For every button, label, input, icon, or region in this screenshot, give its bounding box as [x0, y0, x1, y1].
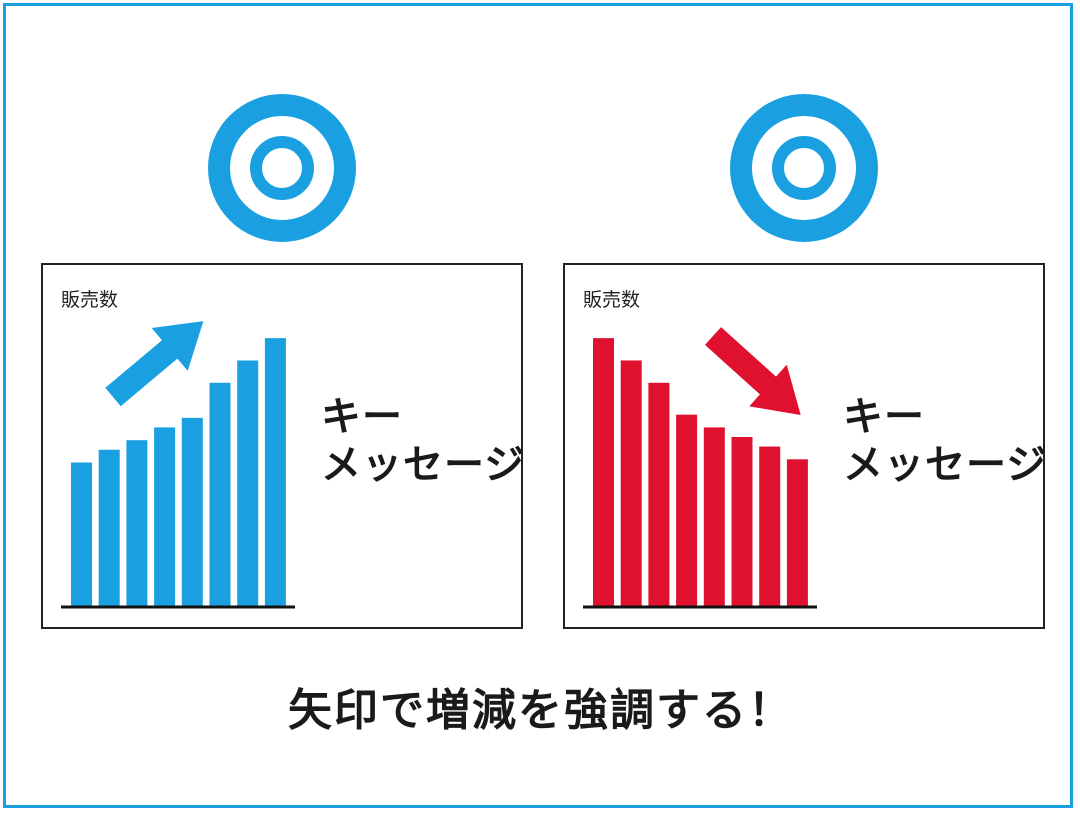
bar [593, 338, 614, 606]
bar [264, 338, 286, 606]
bar [620, 360, 642, 606]
arrow-up-right-icon [105, 321, 204, 407]
bar [71, 462, 92, 606]
figure-frame: 販売数 キー メッセージ 販売数 キー メッセージ 矢印で増減を強調する！ [3, 3, 1073, 808]
bar [786, 459, 808, 606]
key-message: キー メッセージ [321, 393, 525, 489]
key-message-line: キー [321, 394, 403, 440]
bar [98, 449, 120, 606]
arrow-down-right-icon [704, 327, 801, 415]
bar-chart-decrease [583, 327, 817, 609]
chart-panel-increase: 販売数 キー メッセージ [41, 263, 525, 629]
y-axis-label: 販売数 [61, 289, 119, 311]
key-message-line: メッセージ [321, 442, 526, 488]
bar [703, 427, 725, 606]
bar [731, 436, 753, 606]
chart-panel-decrease: 販売数 キー メッセージ [563, 263, 1047, 629]
bar [648, 382, 670, 606]
bar [759, 446, 781, 606]
key-message-line: メッセージ [843, 442, 1048, 488]
double-circle-icon [730, 94, 878, 242]
double-circle-icon [208, 94, 356, 242]
bar-chart-increase [61, 321, 295, 609]
key-message-line: キー [843, 394, 925, 440]
bar [237, 360, 259, 606]
y-axis-label: 販売数 [583, 289, 641, 311]
key-message: キー メッセージ [843, 393, 1047, 489]
caption: 矢印で増減を強調する！ [288, 685, 794, 736]
bar [126, 440, 148, 606]
bar [209, 382, 231, 606]
bar [181, 417, 203, 606]
bar [676, 414, 698, 606]
bar [154, 427, 176, 606]
